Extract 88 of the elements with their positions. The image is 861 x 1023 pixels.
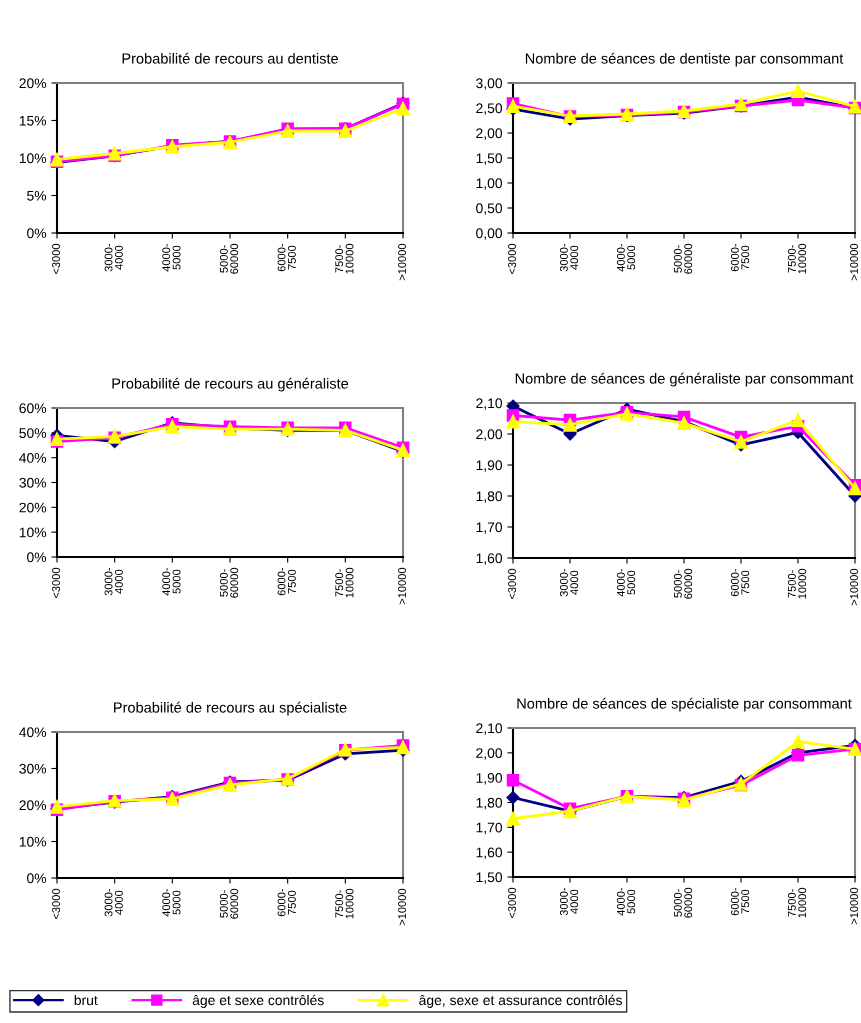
y-tick-label: 30%	[19, 763, 47, 774]
y-tick-label: 1,50	[476, 153, 503, 165]
y-tick-label: 30%	[19, 477, 47, 488]
x-tick-label: 6000- 7500	[730, 243, 750, 272]
y-tick-label: 0%	[27, 873, 47, 884]
x-tick-label: >10000	[850, 568, 858, 606]
x-tick-label: 6000- 7500	[277, 888, 296, 917]
y-tick-label: 2,00	[476, 748, 503, 760]
y-tick-label: 1,60	[476, 847, 503, 859]
x-tick-label: <3000	[52, 888, 60, 920]
x-tick-label: 3000- 4000	[559, 243, 579, 272]
legend-label: brut	[74, 994, 98, 1006]
y-tick-label: 15%	[19, 115, 47, 126]
y-tick-label: 10%	[19, 836, 47, 847]
x-tick-label: 4000- 5000	[616, 887, 636, 916]
x-tick-label: 4000- 5000	[616, 568, 636, 597]
x-tick-label: 3000- 4000	[104, 888, 123, 917]
chart-title: Probabilité de recours au généraliste	[112, 377, 349, 392]
y-tick-label: 1,70	[476, 822, 503, 835]
y-tick-label: 1,90	[476, 460, 503, 472]
x-tick-label: 7500- 10000	[335, 567, 354, 598]
x-tick-label: 5000- 60000	[219, 888, 239, 919]
chart-title: Nombre de séances de spécialiste par consommant	[517, 697, 852, 712]
x-tick-label: 5000- 60000	[673, 568, 693, 599]
x-tick-label: 6000- 7500	[730, 887, 750, 916]
x-tick-label: 7500- 10000	[787, 243, 807, 274]
chart-title: Nombre de séances de généraliste par consommant	[515, 372, 854, 387]
x-tick-label: 7500- 10000	[787, 568, 807, 599]
x-tick-label: 6000- 7500	[730, 568, 750, 597]
x-tick-label: <3000	[52, 243, 60, 275]
y-tick-label: 2,50	[476, 103, 503, 115]
x-tick-label: 7500- 10000	[335, 888, 354, 919]
chart-title: Probabilité de recours au dentiste	[122, 52, 338, 64]
x-tick-label: 6000- 7500	[277, 243, 296, 272]
x-tick-label: 5000- 60000	[673, 887, 693, 918]
y-tick-label: 10%	[19, 527, 47, 538]
x-tick-label: 7500- 10000	[335, 243, 354, 274]
y-tick-label: 10%	[19, 153, 47, 164]
y-tick-label: 0%	[27, 552, 47, 563]
y-tick-label: 40%	[19, 727, 47, 738]
x-tick-label: 4000- 5000	[616, 243, 636, 272]
y-tick-label: 0%	[27, 228, 47, 239]
y-tick-label: 20%	[19, 502, 47, 513]
x-tick-label: 3000- 4000	[104, 567, 123, 596]
x-tick-label: 5000- 60000	[219, 567, 239, 598]
x-tick-label: >10000	[398, 243, 406, 281]
x-tick-label: >10000	[850, 243, 858, 281]
y-tick-label: 2,00	[476, 128, 503, 140]
y-tick-label: 2,10	[476, 723, 503, 735]
y-tick-label: 50%	[19, 428, 47, 438]
y-tick-label: 0,50	[476, 203, 503, 215]
y-tick-label: 20%	[19, 78, 47, 89]
y-tick-label: 20%	[19, 800, 47, 811]
y-tick-label: 40%	[19, 453, 47, 463]
y-tick-label: 1,90	[476, 773, 503, 785]
y-tick-label: 5%	[27, 190, 47, 201]
x-tick-label: 3000- 4000	[559, 887, 579, 916]
x-tick-label: <3000	[52, 567, 60, 599]
x-tick-label: 4000- 5000	[162, 243, 181, 272]
x-tick-label: 5000- 60000	[673, 243, 693, 274]
y-tick-label: 1,50	[476, 872, 503, 884]
x-tick-label: >10000	[850, 887, 858, 925]
x-tick-label: <3000	[508, 887, 516, 919]
x-tick-label: 4000- 5000	[162, 567, 181, 596]
chart-title: Probabilité de recours au spécialiste	[114, 701, 347, 716]
y-tick-label: 1,60	[476, 553, 503, 565]
chart-title: Nombre de séances de dentiste par consommant	[525, 52, 844, 67]
legend-label: âge et sexe contrôlés	[192, 994, 324, 1008]
x-tick-label: <3000	[508, 568, 516, 600]
y-tick-label: 0,00	[476, 228, 503, 240]
x-tick-label: 3000- 4000	[559, 568, 579, 597]
y-tick-label: 60%	[19, 403, 47, 414]
x-tick-label: <3000	[508, 243, 516, 275]
x-tick-label: 7500- 10000	[787, 887, 807, 918]
y-tick-label: 1,80	[476, 797, 503, 810]
x-tick-label: 6000- 7500	[277, 567, 296, 596]
x-tick-label: 3000- 4000	[104, 243, 123, 272]
y-tick-label: 3,00	[476, 78, 503, 90]
y-tick-label: 1,70	[476, 522, 503, 534]
x-tick-label: >10000	[398, 567, 406, 605]
x-tick-label: 5000- 60000	[219, 243, 239, 274]
legend-label: âge, sexe et assurance contrôlés	[419, 994, 622, 1008]
y-tick-label: 1,00	[476, 178, 503, 190]
x-tick-label: >10000	[398, 888, 406, 926]
y-tick-label: 2,10	[476, 398, 503, 410]
y-tick-label: 1,80	[476, 491, 503, 503]
x-tick-label: 4000- 5000	[162, 888, 181, 917]
y-tick-label: 2,00	[476, 429, 503, 441]
